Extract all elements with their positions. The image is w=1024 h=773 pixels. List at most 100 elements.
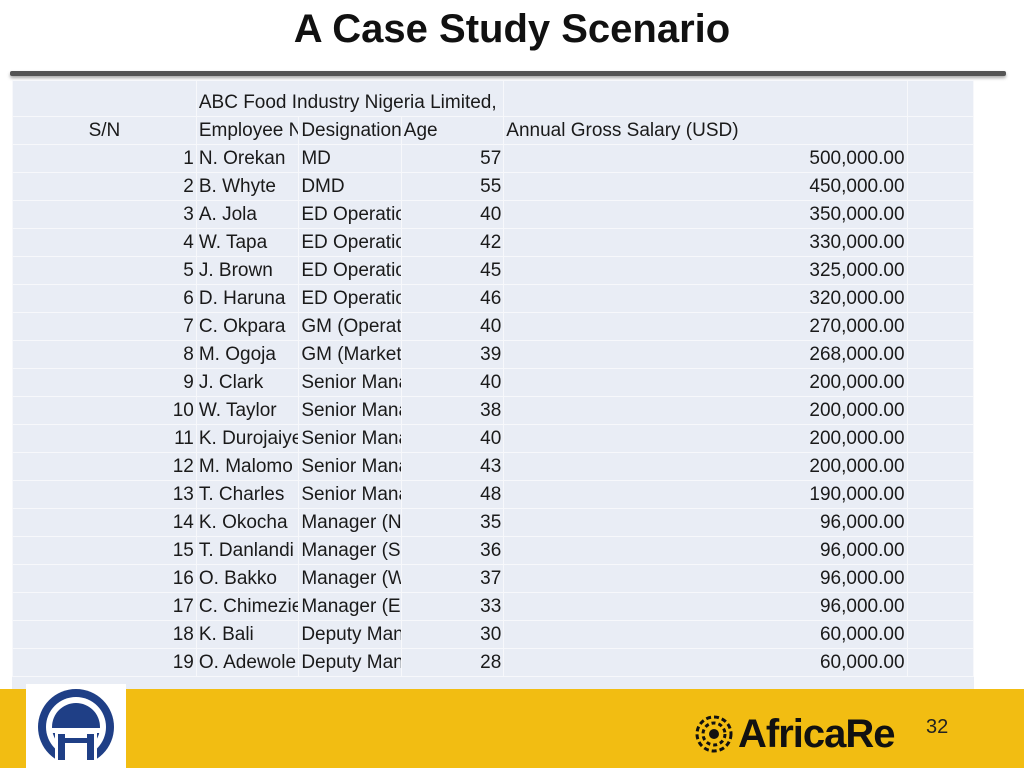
circle-a-logo-icon [26, 684, 126, 772]
row-salary: 200,000.00 [503, 424, 908, 453]
row-age: 40 [400, 200, 505, 229]
row-age: 35 [400, 508, 505, 537]
header-employee-name: Employee Name [195, 116, 300, 145]
row-age: 36 [400, 536, 505, 565]
header-age: Age [400, 116, 505, 145]
row-designation: GM (Operations) [298, 312, 402, 341]
row-designation: Senior Manager (South) [298, 396, 402, 425]
row-sn: 6 [12, 284, 197, 313]
row-employee-name: M. Ogoja [195, 340, 300, 369]
row-age: 55 [400, 172, 505, 201]
row-sn: 2 [12, 172, 197, 201]
table-row: 1 N. Orekan MD 57 500,000.00 [12, 144, 974, 173]
row-employee-name: T. Charles [195, 480, 300, 509]
row-designation: ED Operations (South [298, 228, 402, 257]
row-age: 39 [400, 340, 505, 369]
row-sn: 5 [12, 256, 197, 285]
row-employee-name: N. Orekan [195, 144, 300, 173]
footer-band [0, 689, 1024, 768]
row-designation: Senior Manager (HR) [298, 480, 402, 509]
row-employee-name: K. Okocha [195, 508, 300, 537]
row-salary: 200,000.00 [503, 368, 908, 397]
row-sn: 15 [12, 536, 197, 565]
row-salary: 96,000.00 [503, 592, 908, 621]
africa-re-wordmark: AfricaRe [738, 712, 896, 756]
row-designation: MD [298, 144, 402, 173]
row-employee-name: A. Jola [195, 200, 300, 229]
row-employee-name: J. Clark [195, 368, 300, 397]
row-sn: 7 [12, 312, 197, 341]
row-employee-name: K. Bali [195, 620, 300, 649]
row-employee-name: K. Durojaiye [195, 424, 300, 453]
row-age: 40 [400, 368, 505, 397]
row-employee-name: C. Okpara [195, 312, 300, 341]
row-salary: 60,000.00 [503, 620, 908, 649]
row-designation: Senior Manager (North) [298, 368, 402, 397]
row-designation: Deputy Manager [298, 648, 402, 677]
row-employee-name: W. Taylor [195, 396, 300, 425]
row-designation: Manager (East) [298, 592, 402, 621]
row-salary: 96,000.00 [503, 508, 908, 537]
row-salary: 200,000.00 [503, 452, 908, 481]
header-salary: Annual Gross Salary (USD) [503, 116, 908, 145]
row-designation: ED Operations (North) [298, 200, 402, 229]
row-age: 48 [400, 480, 505, 509]
row-employee-name: W. Tapa [195, 228, 300, 257]
row-salary: 500,000.00 [503, 144, 908, 173]
row-sn: 4 [12, 228, 197, 257]
row-sn: 3 [12, 200, 197, 229]
row-sn: 10 [12, 396, 197, 425]
row-sn: 16 [12, 564, 197, 593]
row-sn: 9 [12, 368, 197, 397]
row-employee-name: O. Bakko [195, 564, 300, 593]
header-designation: Designation [298, 116, 402, 145]
row-sn: 8 [12, 340, 197, 369]
row-employee-name: O. Adewole [195, 648, 300, 677]
row-salary: 270,000.00 [503, 312, 908, 341]
row-age: 45 [400, 256, 505, 285]
row-employee-name: D. Haruna [195, 284, 300, 313]
header-row: S/N Employee Name Designation Age Annual… [12, 116, 974, 145]
row-employee-name: B. Whyte [195, 172, 300, 201]
company-row: ABC Food Industry Nigeria Limited, Lagos… [12, 80, 974, 117]
row-age: 38 [400, 396, 505, 425]
row-designation: Manager (South) [298, 536, 402, 565]
row-salary: 325,000.00 [503, 256, 908, 285]
row-employee-name: M. Malomo [195, 452, 300, 481]
row-employee-name: T. Danlandi [195, 536, 300, 565]
employee-table: ABC Food Industry Nigeria Limited, Lagos… [12, 80, 974, 677]
slide-title: A Case Study Scenario [293, 7, 731, 51]
row-salary: 268,000.00 [503, 340, 908, 369]
row-age: 57 [400, 144, 505, 173]
row-designation: Deputy Manager [298, 620, 402, 649]
row-salary: 450,000.00 [503, 172, 908, 201]
row-age: 37 [400, 564, 505, 593]
row-salary: 330,000.00 [503, 228, 908, 257]
row-salary: 320,000.00 [503, 284, 908, 313]
row-sn: 1 [12, 144, 197, 173]
page-number: 32 [926, 716, 949, 738]
title-divider [10, 71, 1006, 76]
row-designation: ED Operations (West) [298, 256, 402, 285]
row-designation: Manager (West) [298, 564, 402, 593]
row-age: 40 [400, 312, 505, 341]
row-salary: 60,000.00 [503, 648, 908, 677]
row-designation: Senior Manager (West) [298, 424, 402, 453]
row-age: 28 [400, 648, 505, 677]
row-sn: 13 [12, 480, 197, 509]
row-salary: 200,000.00 [503, 396, 908, 425]
row-sn: 14 [12, 508, 197, 537]
